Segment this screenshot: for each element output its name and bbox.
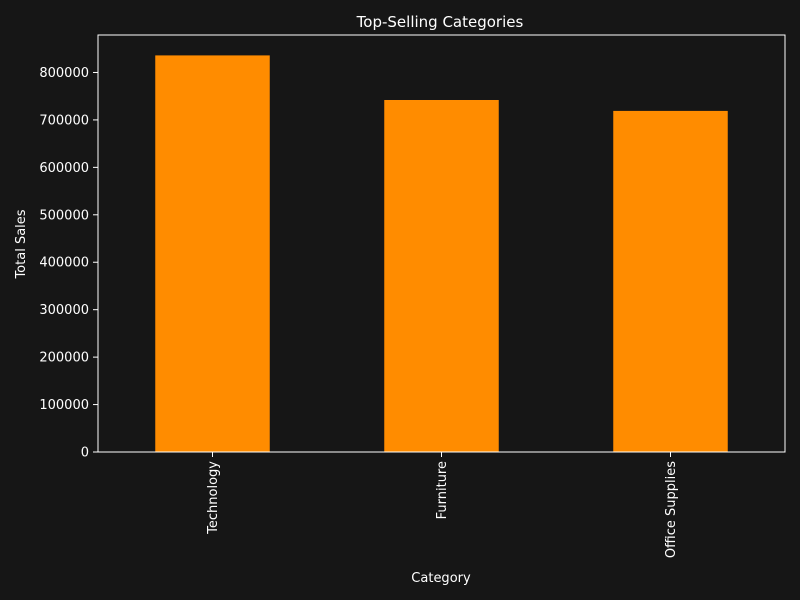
y-axis-title: Total Sales bbox=[14, 209, 29, 279]
y-tick-label: 800000 bbox=[39, 66, 89, 81]
y-tick-label: 0 bbox=[81, 446, 89, 461]
y-tick-label: 100000 bbox=[39, 398, 89, 413]
chart-title: Top-Selling Categories bbox=[356, 13, 524, 31]
x-axis-ticks: Technology Furniture Office Supplies bbox=[206, 452, 679, 558]
bar-office-supplies bbox=[613, 110, 728, 453]
bars-group bbox=[155, 55, 728, 453]
x-tick-label: Office Supplies bbox=[664, 461, 679, 558]
bar-technology bbox=[155, 55, 270, 452]
y-axis-ticks: 0 100000 200000 300000 400000 500000 600000 700… bbox=[39, 66, 98, 461]
x-axis-title: Category bbox=[411, 571, 471, 586]
x-tick-label: Furniture bbox=[435, 461, 450, 519]
y-tick-label: 300000 bbox=[39, 303, 89, 318]
y-tick-label: 700000 bbox=[39, 113, 89, 128]
y-tick-label: 400000 bbox=[39, 256, 89, 271]
y-tick-label: 500000 bbox=[39, 208, 89, 223]
bar-furniture bbox=[384, 99, 499, 453]
x-tick-label: Technology bbox=[206, 461, 221, 535]
plot-frame bbox=[97, 34, 786, 453]
y-tick-label: 600000 bbox=[39, 161, 89, 176]
y-tick-label: 200000 bbox=[39, 351, 89, 366]
